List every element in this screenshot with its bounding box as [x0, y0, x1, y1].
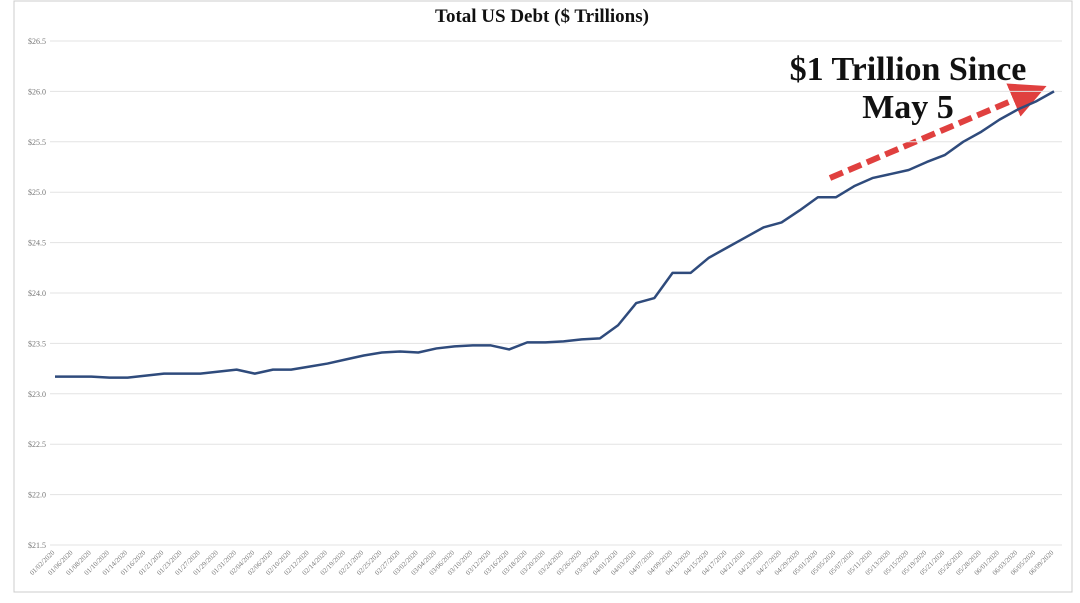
y-tick-label: $21.5: [28, 541, 46, 550]
annotation: May 5: [862, 89, 954, 126]
y-tick-label: $23.5: [28, 339, 46, 348]
annotation: $1 Trillion Since: [790, 51, 1027, 88]
frame: [13, 0, 1073, 593]
line: [55, 90, 1055, 379]
chart-title: Total US Debt ($ Trillions): [435, 6, 649, 27]
y-tick-label: $25.0: [28, 188, 46, 197]
y-tick-label: $24.0: [28, 289, 46, 298]
y-tick-label: $22.5: [28, 440, 46, 449]
y-tick-label: $26.0: [28, 87, 46, 96]
y-tick-label: $22.0: [28, 491, 46, 500]
y-tick-label: $25.5: [28, 138, 46, 147]
y-tick-label: $26.5: [28, 37, 46, 46]
y-tick-label: $24.5: [28, 239, 46, 248]
annotation-arrow: [828, 83, 1047, 181]
y-tick-label: $23.0: [28, 390, 46, 399]
